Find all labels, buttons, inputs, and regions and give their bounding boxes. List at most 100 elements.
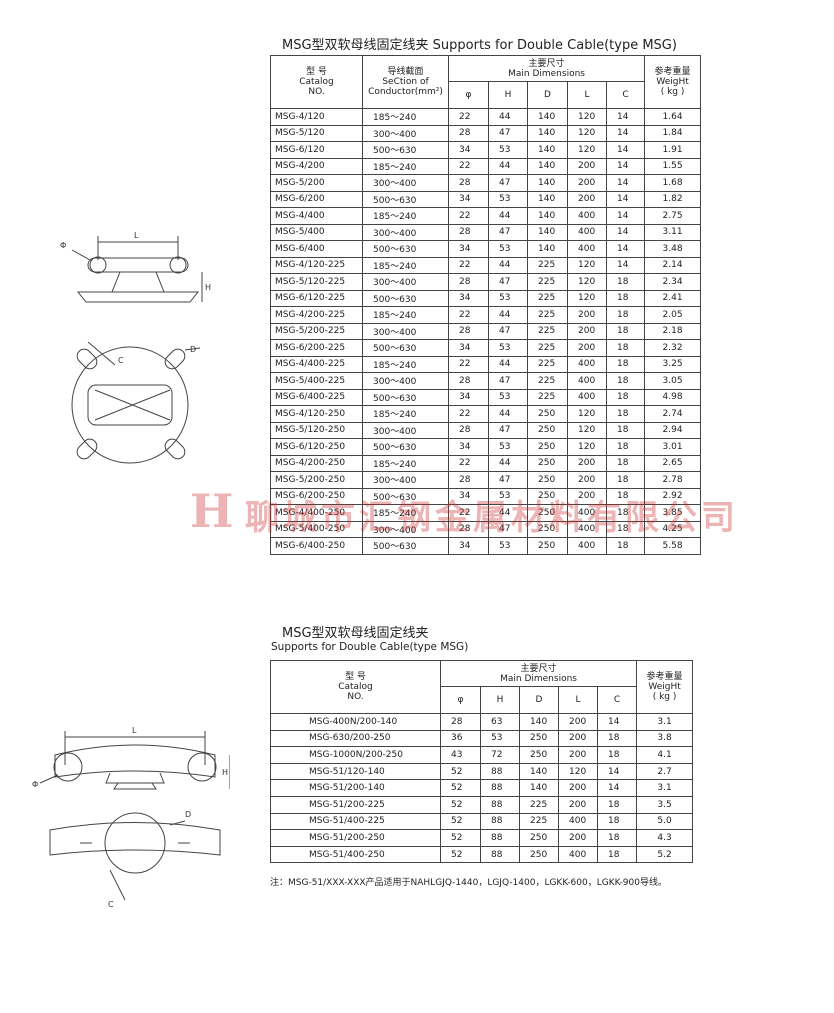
- cell: 88: [480, 845, 520, 864]
- cell: 140: [519, 779, 559, 797]
- header-text: NO.: [308, 87, 325, 97]
- cell: 2.74: [644, 405, 702, 423]
- cell: 200: [558, 829, 598, 847]
- cell: MSG-51/200-225: [270, 795, 441, 814]
- cell: 3.11: [644, 223, 702, 241]
- cell: 47: [488, 273, 528, 291]
- cell: 4.98: [644, 388, 702, 406]
- cell: 53: [480, 729, 520, 748]
- header-cell: φ: [440, 686, 481, 714]
- cell: 34: [448, 339, 489, 357]
- cell: 120: [567, 405, 607, 423]
- row: MSG-51/400-250 52 88 250 400 18 5.2: [270, 845, 694, 864]
- cell: 250: [527, 405, 568, 423]
- title: MSG型双软母线固定线夹 Supports for Double Cable(t…: [282, 38, 677, 53]
- cell: 200: [567, 339, 607, 357]
- cell: 140: [527, 124, 568, 142]
- cell: 3.05: [644, 372, 702, 390]
- cell: 250: [519, 729, 559, 748]
- cell: MSG-630/200-250: [270, 729, 441, 748]
- cell: 500～630: [362, 240, 449, 258]
- cell: 44: [488, 355, 528, 373]
- cell: MSG-5/200-250: [270, 471, 363, 489]
- dim-label: C: [108, 900, 114, 909]
- header-cell: D: [519, 686, 559, 714]
- cell: 1.91: [644, 141, 702, 159]
- cell: 500～630: [362, 388, 449, 406]
- cell: 250: [527, 421, 568, 439]
- cell: 28: [448, 322, 489, 340]
- cell: 28: [448, 174, 489, 192]
- row: MSG-4/120 185～240 22 44 140 120 14 1.64: [270, 108, 702, 126]
- cell: 18: [605, 471, 646, 489]
- cell: 225: [527, 339, 568, 357]
- header-cell: 参考重量 WeigHt( kg ): [644, 55, 702, 109]
- cell: 34: [448, 240, 489, 258]
- dim-label: D: [185, 810, 191, 819]
- cell: 3.25: [644, 355, 702, 373]
- cell: MSG-400N/200-140: [270, 713, 441, 731]
- cell: 22: [448, 405, 489, 423]
- watermark-text: 聊城市汇钢金属材料有限公司: [245, 498, 739, 538]
- cell: 18: [605, 339, 646, 357]
- cell: 34: [448, 289, 489, 307]
- header-text: Main Dimensions: [500, 673, 577, 684]
- cell: 400: [567, 240, 607, 258]
- dim-label: H: [205, 283, 211, 292]
- cell: 52: [440, 845, 481, 864]
- cell: 225: [527, 306, 568, 324]
- row: MSG-6/120-225 500～630 34 53 225 120 18 2.41: [270, 289, 702, 307]
- cell: 63: [480, 713, 520, 731]
- cell: 14: [596, 779, 638, 797]
- cell: 22: [448, 355, 489, 373]
- cell: 2.32: [644, 339, 702, 357]
- cell: 22: [448, 256, 489, 274]
- cell: MSG-6/400-250: [270, 537, 363, 555]
- row: MSG-4/400 185～240 22 44 140 400 14 2.75: [270, 207, 702, 225]
- cell: 18: [605, 273, 646, 291]
- cell: 185～240: [362, 405, 449, 423]
- cell: 22: [448, 157, 489, 175]
- cell: 44: [488, 157, 528, 175]
- cell: 225: [527, 289, 568, 307]
- cell: 200: [567, 190, 607, 208]
- row: MSG-5/120 300～400 28 47 140 120 14 1.84: [270, 124, 702, 142]
- header-text: Catalog: [338, 682, 373, 692]
- cell: 88: [480, 795, 520, 814]
- cell: 300～400: [362, 421, 449, 439]
- cell: 1.64: [644, 108, 702, 126]
- watermark-logo: H: [190, 484, 238, 538]
- cell: 18: [596, 812, 638, 831]
- cell: 34: [448, 438, 489, 456]
- header-cell: 型 号 Catalog NO.: [270, 660, 441, 714]
- cell: 4.25: [644, 520, 702, 538]
- cell: 18: [605, 306, 646, 324]
- header-cell: L: [567, 81, 607, 109]
- header-cell: C: [596, 686, 638, 714]
- row: MSG-51/400-225 52 88 225 400 18 5.0: [270, 812, 694, 831]
- cell: MSG-51/400-250: [270, 845, 441, 864]
- cell: 200: [558, 779, 598, 797]
- cell: 185～240: [362, 454, 449, 472]
- cell: MSG-4/400: [270, 207, 363, 225]
- cell: 225: [527, 273, 568, 291]
- cell: MSG-4/400-225: [270, 355, 363, 373]
- cell: MSG-5/400: [270, 223, 363, 241]
- row: MSG-400N/200-140 28 63 140 200 14 3.1: [270, 713, 694, 731]
- header-cell: D: [527, 81, 568, 109]
- cell: 22: [448, 306, 489, 324]
- cell: 52: [440, 762, 481, 781]
- dim-label: H: [222, 768, 228, 777]
- cell: 2.14: [644, 256, 702, 274]
- cell: 28: [448, 372, 489, 390]
- cell: 18: [605, 520, 646, 538]
- dim-label: Φ: [32, 780, 38, 789]
- cell: 3.48: [644, 240, 702, 258]
- row: MSG-630/200-250 36 53 250 200 18 3.8: [270, 729, 694, 748]
- row: MSG-6/200 500～630 34 53 140 200 14 1.82: [270, 190, 702, 208]
- cell: 14: [605, 157, 646, 175]
- cell: 53: [488, 289, 528, 307]
- cell: 47: [488, 372, 528, 390]
- cell: 18: [596, 829, 638, 847]
- cell: 18: [596, 729, 638, 748]
